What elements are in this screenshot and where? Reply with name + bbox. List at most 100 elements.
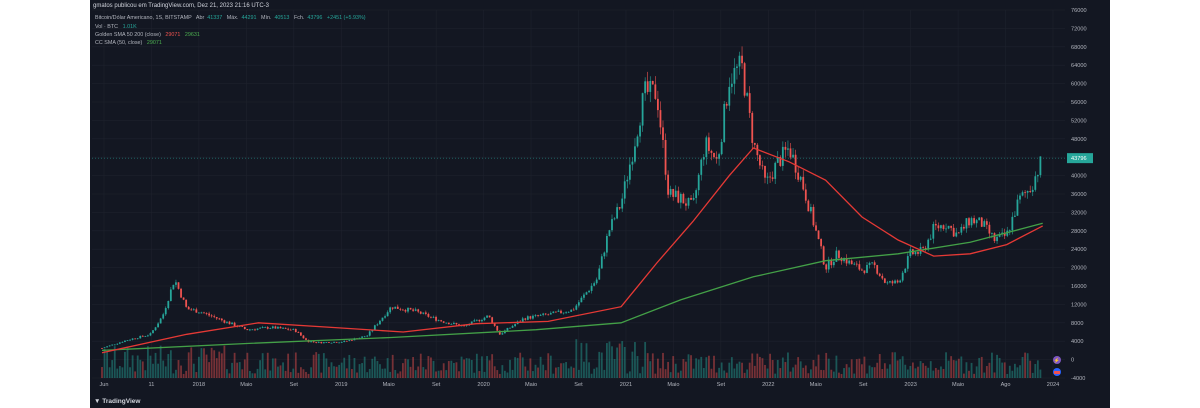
volume-bar (210, 347, 213, 378)
volume-bar (488, 360, 491, 378)
candle-body (182, 297, 185, 300)
volume-bar (228, 373, 231, 378)
candle-body (580, 297, 583, 303)
volume-bar (458, 371, 460, 378)
volume-bar (277, 366, 279, 378)
price-chart[interactable]: 76000 72000 68000 64000 60000 56000 52000 48000… (90, 0, 1110, 408)
golden-label: Golden SMA 50 200 (close) (95, 32, 161, 38)
candle-body (198, 312, 200, 314)
volume-bar (368, 368, 371, 378)
candle-body (947, 225, 950, 229)
x-tick-label: Maio (810, 382, 822, 388)
volume-bar (804, 365, 807, 378)
volume-bar (534, 364, 537, 378)
volume-bar (108, 367, 111, 378)
volume-bar (628, 371, 631, 378)
candle-body (177, 282, 180, 289)
candle-body (889, 281, 891, 283)
candle-body (1034, 176, 1037, 190)
volume-bar (557, 367, 560, 378)
volume-bar (391, 354, 394, 378)
candle-body (322, 342, 325, 344)
x-tick-label: Maio (383, 382, 395, 388)
x-tick-label: 2021 (620, 382, 632, 388)
volume-bar (537, 367, 539, 378)
candle-body (774, 162, 777, 179)
candle-body (269, 328, 272, 329)
candle-body (764, 165, 766, 178)
candle-body (430, 316, 432, 318)
volume-bar (1011, 370, 1014, 378)
candle-body (743, 63, 746, 96)
y-tick-label: 36000 (1071, 192, 1087, 198)
candle-body (636, 136, 639, 147)
volume-bar (832, 371, 835, 378)
candle-body (251, 329, 254, 331)
x-tick-label: Set (432, 382, 441, 388)
close-label: Fch. (293, 15, 305, 21)
volume-bar (279, 365, 282, 378)
volume-bar (453, 362, 455, 378)
volume-bar (822, 370, 825, 378)
candle-body (379, 320, 381, 325)
candle-body (445, 322, 448, 324)
candle-body (1021, 192, 1024, 196)
candle-body (175, 282, 177, 285)
candle-body (144, 336, 147, 337)
volume-bar (134, 371, 137, 378)
volume-bar (646, 353, 649, 378)
candle-body (697, 174, 700, 191)
candle-body (330, 342, 333, 344)
volume-bar (588, 362, 590, 378)
close-value: 43796 (307, 15, 323, 21)
volume-bar (333, 366, 335, 378)
y-tick-label: -4000 (1071, 376, 1085, 382)
volume-bar (922, 363, 924, 378)
volume-bar (386, 358, 389, 378)
candle-body (598, 268, 601, 280)
candle-body (802, 176, 805, 190)
candle-body (470, 321, 473, 325)
symbol-name: Bitcoin/Dólar Americano, 1S, BITSTAMP (95, 15, 192, 21)
volume-bar (669, 372, 672, 378)
candle-body (384, 316, 386, 318)
event-badges[interactable]: ⚡ (1051, 355, 1063, 381)
volume-bar (330, 362, 333, 378)
volume-bar (468, 358, 471, 378)
x-tick-label: Set (290, 382, 299, 388)
candle-body (101, 348, 103, 349)
volume-bar (172, 373, 175, 378)
candle-body (442, 321, 445, 323)
volume-bar (641, 366, 644, 378)
volume-bar (478, 371, 481, 378)
candle-body (965, 218, 968, 229)
volume-bar (195, 372, 198, 378)
candle-body (514, 324, 516, 327)
tradingview-brand[interactable]: ▼ TradingView (94, 398, 140, 405)
candle-body (646, 81, 649, 92)
candle-body (682, 193, 685, 204)
candle-body (634, 146, 636, 162)
candle-body (866, 265, 868, 273)
volume-bar (254, 373, 256, 378)
volume-bar (338, 364, 341, 378)
candle-body (631, 161, 634, 165)
candle-body (279, 326, 282, 329)
high-label: Máx. (226, 15, 239, 21)
volume-bar (730, 357, 733, 378)
volume-bar (738, 361, 741, 378)
candle-body (945, 228, 947, 230)
candle-body (736, 66, 738, 68)
candle-body (529, 316, 532, 319)
volume-bar (776, 359, 779, 378)
volume-bar (932, 370, 935, 378)
volume-bar (845, 364, 848, 378)
volume-bar (1016, 367, 1019, 378)
volume-bar (450, 360, 453, 378)
candle-body (305, 338, 307, 340)
volume-bar (243, 359, 246, 378)
volume-bar (871, 367, 873, 378)
candle-body (978, 217, 981, 221)
candle-body (1026, 190, 1029, 193)
candle-body (557, 310, 560, 312)
